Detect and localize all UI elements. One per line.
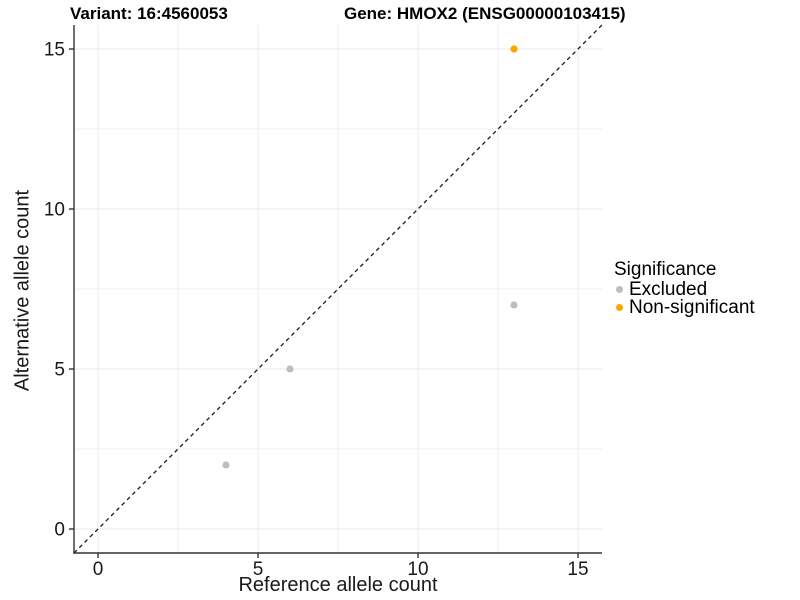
y-tick-label: 15 [44,40,65,61]
data-point-excluded [286,365,294,373]
excluded-dot-icon [616,286,623,294]
plot-title-variant: Variant: 16:4560053 [70,4,228,23]
x-tick-label: 15 [567,559,588,580]
nonsignificant-dot-icon [616,303,623,311]
legend-label-excluded: Excluded [629,279,708,300]
data-point-non-significant [510,45,518,53]
x-axis-title: Reference allele count [238,574,438,596]
y-axis-title: Alternative allele count [11,189,34,392]
y-tick-label: 0 [54,520,65,541]
x-tick-label: 0 [93,559,104,580]
legend-title: Significance [614,259,717,280]
legend-label-nonsignificant: Non-significant [629,296,755,318]
x-tick-label: 10 [407,559,428,580]
y-tick-label: 10 [44,200,65,221]
y-tick-label: 5 [54,360,65,381]
legend-item-nonsignificant: Non-significant [613,296,755,318]
legend: Significance Excluded Non-significant [613,259,755,316]
x-tick-label: 5 [253,559,264,580]
data-point-excluded [510,301,518,309]
plot-title-gene: Gene: HMOX2 (ENSG00000103415) [344,4,626,23]
data-point-excluded [222,461,230,469]
legend-item-excluded: Excluded [613,279,755,300]
